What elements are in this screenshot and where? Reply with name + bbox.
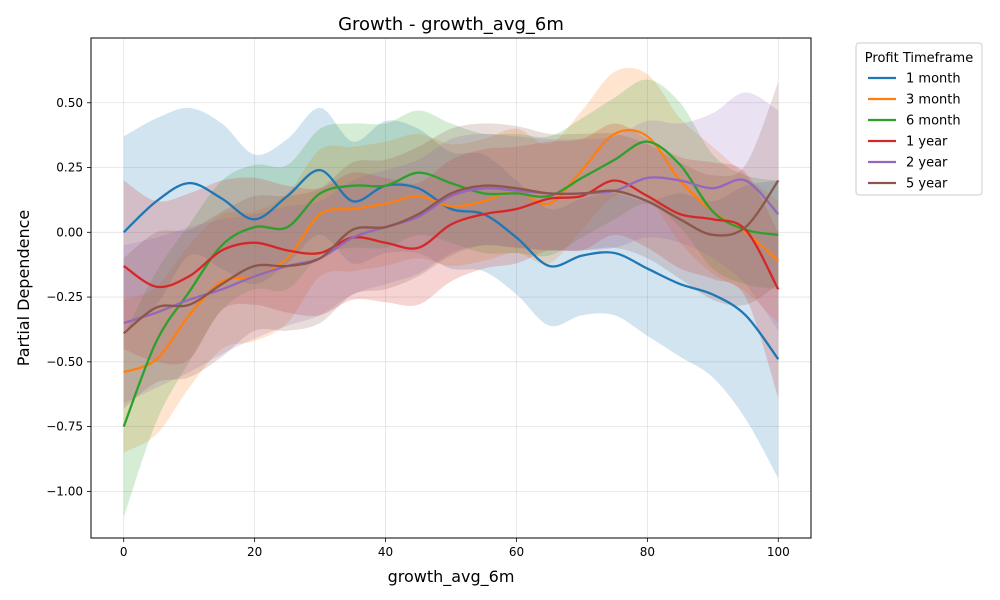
x-tick-label: 20 <box>247 545 262 559</box>
grid-lines <box>91 38 811 538</box>
legend-label: 1 year <box>906 135 948 150</box>
plot-frame <box>90 37 812 539</box>
series-line-1-month <box>122 168 780 360</box>
legend-label: 5 year <box>906 177 948 192</box>
series-line-1-year <box>123 179 780 290</box>
legend-box <box>855 42 983 196</box>
confidence-band-2-year <box>123 92 779 404</box>
series-line-5-year <box>122 179 780 335</box>
x-tick-label: 0 <box>120 545 128 559</box>
legend-label: 2 year <box>906 156 948 171</box>
x-tick-label: 40 <box>378 545 393 559</box>
x-tick-label: 100 <box>767 545 790 559</box>
y-tick-label: 0.25 <box>56 161 83 175</box>
legend: Profit Timeframe 1 month 3 month 6 month 1 … <box>855 42 983 196</box>
y-axis-label: Partial Dependence <box>14 210 33 366</box>
y-tick-label: 0.00 <box>56 225 83 239</box>
series-line-2-year <box>123 176 780 325</box>
legend-label: 3 month <box>906 93 961 108</box>
series-lines <box>122 128 780 428</box>
y-tick-label: −0.25 <box>46 290 83 304</box>
x-axis-label: growth_avg_6m <box>388 567 515 587</box>
confidence-band-1-year <box>123 123 779 399</box>
x-tick-label: 60 <box>509 545 524 559</box>
series-line-6-month <box>122 140 779 428</box>
confidence-band-6-month <box>123 79 779 518</box>
confidence-band-1-month <box>123 107 779 479</box>
y-tick-label: 0.50 <box>56 96 83 110</box>
y-tick-label: −0.75 <box>46 420 83 434</box>
legend-label: 6 month <box>906 114 961 129</box>
confidence-bands <box>123 67 779 518</box>
x-tick-label: 80 <box>640 545 655 559</box>
legend-label: 1 month <box>906 72 961 87</box>
confidence-band-3-month <box>123 67 779 453</box>
x-axis-ticks: 0 20 40 60 80 100 <box>120 538 790 559</box>
y-tick-label: −1.00 <box>46 484 83 498</box>
y-tick-label: −0.50 <box>46 355 83 369</box>
chart-title: Growth - growth_avg_6m <box>338 14 564 35</box>
legend-title: Profit Timeframe <box>865 51 973 66</box>
confidence-band-5-year <box>123 82 779 409</box>
y-axis-ticks: −1.00 −0.75 −0.50 −0.25 0.00 0.25 0.50 <box>46 96 91 498</box>
